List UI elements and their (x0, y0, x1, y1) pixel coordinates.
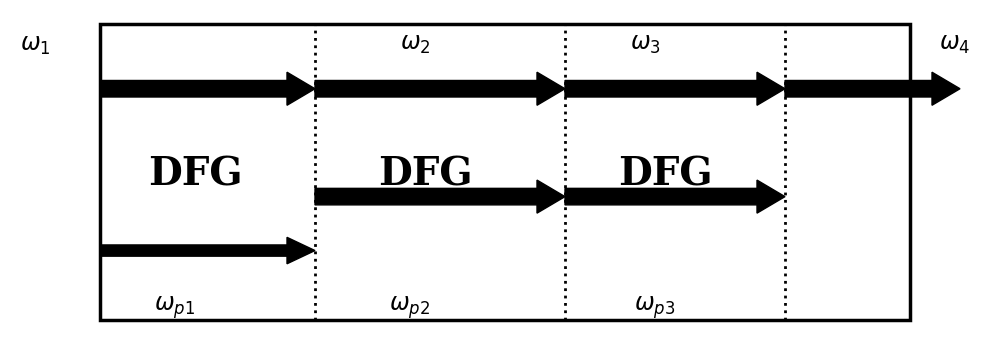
Text: DFG: DFG (618, 155, 712, 193)
Text: $\omega_4$: $\omega_4$ (939, 32, 971, 55)
FancyArrow shape (565, 72, 785, 105)
Text: $\omega_{p1}$: $\omega_{p1}$ (154, 295, 196, 321)
FancyArrow shape (100, 72, 315, 105)
Bar (100, 24, 910, 320)
Text: DFG: DFG (378, 155, 472, 193)
Text: $\omega_{p2}$: $\omega_{p2}$ (389, 295, 431, 321)
Text: $\omega_2$: $\omega_2$ (400, 32, 430, 55)
Text: $\omega_1$: $\omega_1$ (20, 33, 50, 57)
Text: $\omega_{p3}$: $\omega_{p3}$ (634, 295, 676, 321)
FancyArrow shape (100, 237, 315, 264)
FancyArrow shape (315, 180, 565, 213)
Text: $\omega_3$: $\omega_3$ (630, 32, 660, 55)
FancyArrow shape (565, 180, 785, 213)
FancyArrow shape (315, 72, 565, 105)
Text: DFG: DFG (148, 155, 242, 193)
FancyArrow shape (785, 72, 960, 105)
